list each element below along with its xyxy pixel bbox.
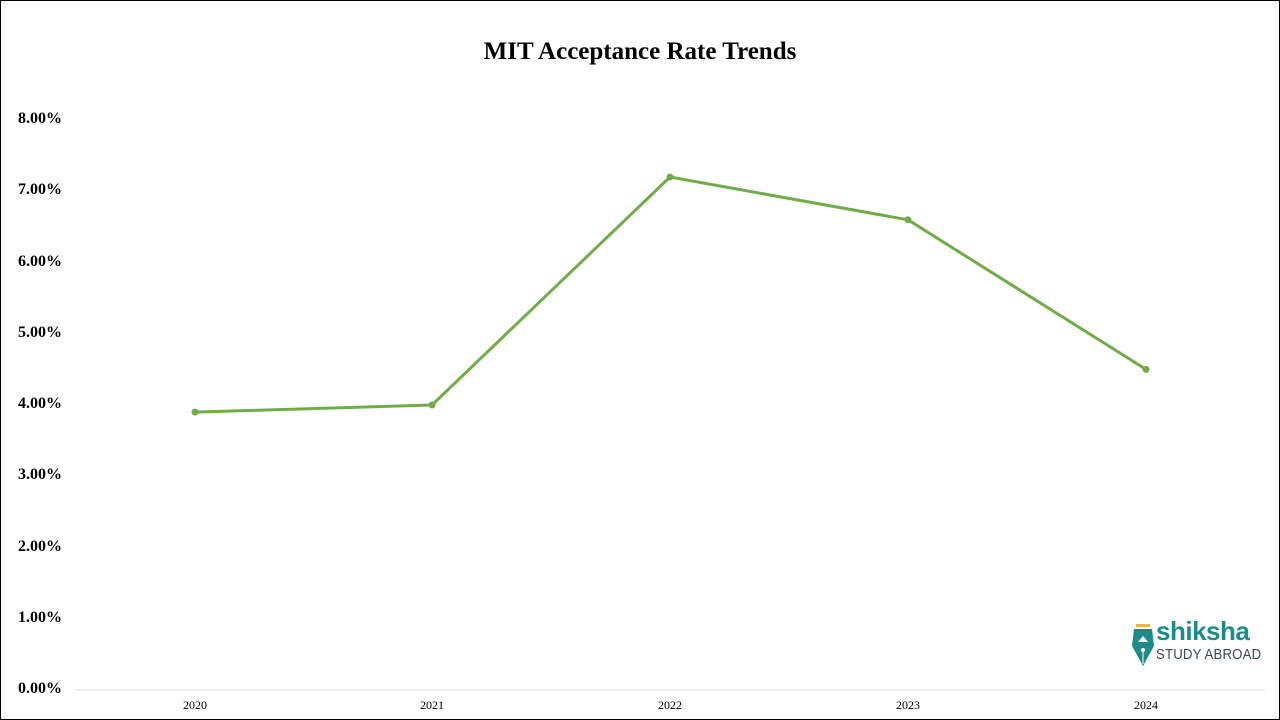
y-tick-label: 0.00% bbox=[18, 680, 62, 697]
data-point-marker bbox=[191, 408, 199, 416]
logo-subtitle: STUDY ABROAD bbox=[1156, 646, 1262, 663]
y-tick-label: 4.00% bbox=[18, 395, 62, 412]
y-tick-label: 2.00% bbox=[18, 537, 62, 555]
logo-wordmark: shiksha bbox=[1156, 616, 1250, 646]
data-point-marker bbox=[904, 216, 912, 224]
y-tick-label: 3.00% bbox=[18, 466, 62, 484]
data-point-marker bbox=[1142, 365, 1150, 373]
x-tick-label: 2020 bbox=[183, 698, 207, 712]
series-markers bbox=[191, 173, 1150, 416]
shiksha-logo: shiksha STUDY ABROAD bbox=[1130, 616, 1265, 670]
y-tick-label: 5.00% bbox=[18, 323, 62, 341]
x-tick-label: 2024 bbox=[1134, 698, 1158, 712]
y-tick-label: 1.00% bbox=[18, 608, 62, 626]
data-point-marker bbox=[666, 173, 674, 181]
x-tick-label: 2023 bbox=[896, 698, 920, 712]
y-tick-label: 6.00% bbox=[18, 252, 62, 270]
x-tick-label: 2021 bbox=[420, 698, 444, 712]
pen-nib-icon bbox=[1132, 624, 1154, 666]
series-line bbox=[194, 175, 1147, 414]
data-point-marker bbox=[428, 401, 436, 409]
x-tick-label: 2022 bbox=[658, 698, 682, 712]
chart-title: MIT Acceptance Rate Trends bbox=[483, 38, 797, 65]
y-tick-label: 8.00% bbox=[18, 110, 62, 127]
y-tick-label: 7.00% bbox=[18, 181, 62, 199]
